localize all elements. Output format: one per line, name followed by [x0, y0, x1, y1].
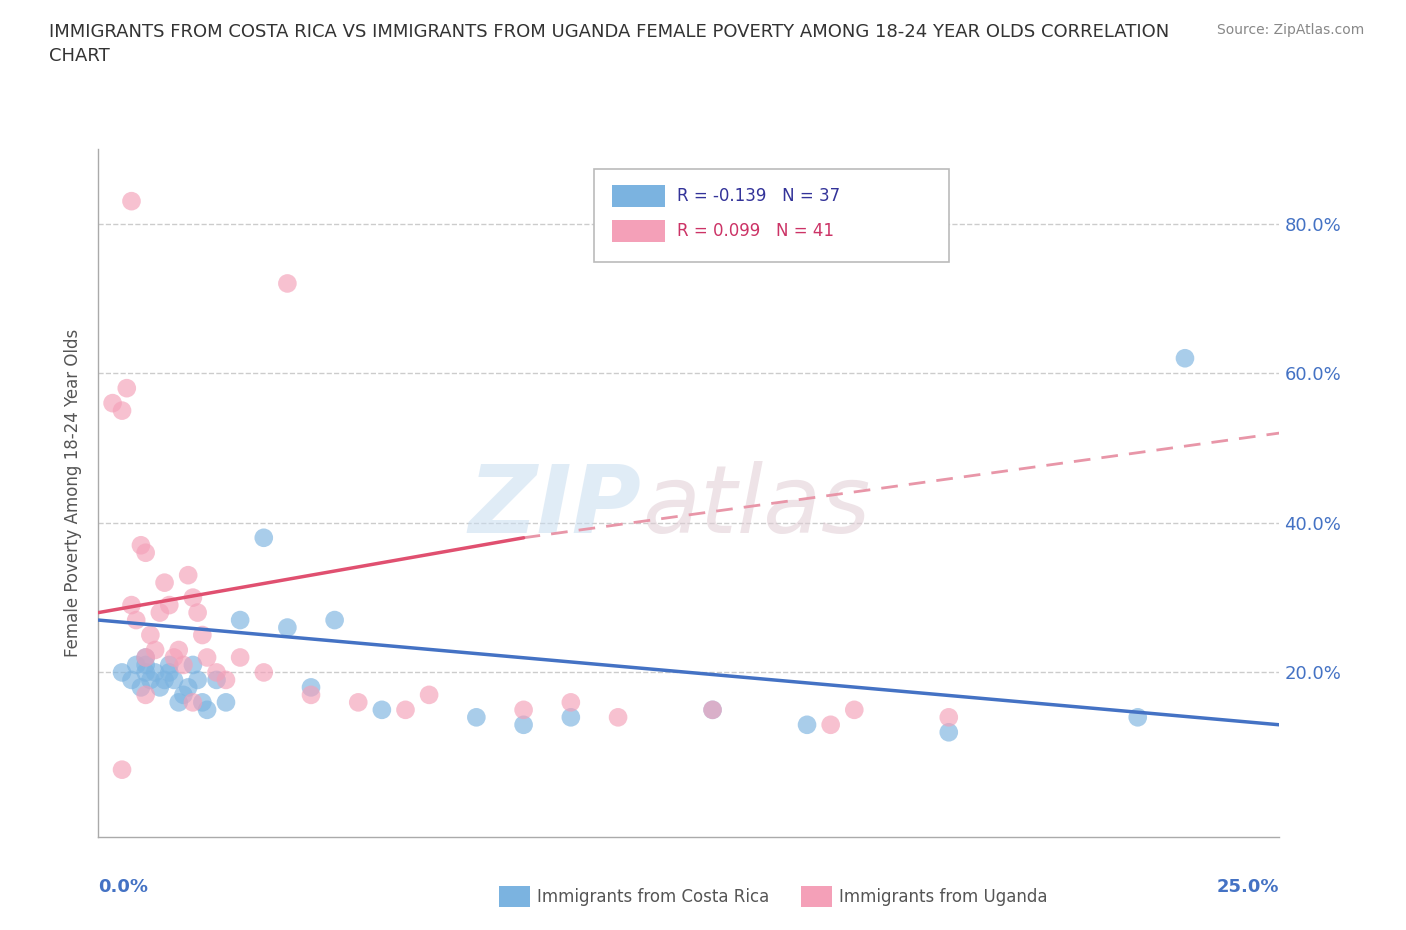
Point: [115, 380, 138, 395]
Point: [135, 545, 157, 560]
Text: Source: ZipAtlas.com: Source: ZipAtlas.com: [1216, 23, 1364, 37]
Point: [101, 395, 124, 410]
Point: [167, 643, 190, 658]
Point: [253, 665, 276, 680]
Point: [111, 665, 134, 680]
Text: atlas: atlas: [641, 461, 870, 552]
Point: [205, 665, 228, 680]
Point: [135, 650, 157, 665]
Point: [465, 710, 488, 724]
Point: [181, 695, 204, 710]
Point: [143, 643, 166, 658]
Point: [253, 530, 276, 545]
Point: [187, 605, 209, 620]
Point: [418, 687, 440, 702]
Bar: [612, 219, 665, 242]
Point: [177, 567, 200, 582]
Point: [215, 695, 238, 710]
Point: [276, 620, 298, 635]
Point: [276, 276, 298, 291]
Point: [512, 717, 534, 732]
Text: 0.0%: 0.0%: [98, 878, 149, 897]
Point: [121, 598, 143, 613]
Point: [157, 598, 180, 613]
Point: [125, 658, 148, 672]
Point: [299, 687, 322, 702]
Point: [371, 702, 394, 717]
Point: [820, 717, 842, 732]
Text: Immigrants from Costa Rica: Immigrants from Costa Rica: [537, 887, 769, 906]
Point: [135, 687, 157, 702]
Point: [135, 650, 157, 665]
Point: [139, 628, 162, 643]
Point: [607, 710, 630, 724]
Point: [229, 650, 252, 665]
Point: [323, 613, 346, 628]
Point: [195, 650, 218, 665]
Point: [163, 650, 186, 665]
Point: [195, 702, 218, 717]
Point: [177, 680, 200, 695]
Point: [1174, 351, 1197, 365]
Point: [347, 695, 370, 710]
Point: [111, 404, 134, 418]
Point: [299, 680, 322, 695]
Point: [143, 665, 166, 680]
Point: [149, 605, 172, 620]
Text: Immigrants from Uganda: Immigrants from Uganda: [839, 887, 1047, 906]
Point: [205, 672, 228, 687]
Text: ZIP: ZIP: [468, 460, 641, 552]
Point: [135, 665, 157, 680]
Text: R = -0.139   N = 37: R = -0.139 N = 37: [678, 187, 841, 206]
Point: [191, 695, 214, 710]
Point: [560, 695, 582, 710]
Point: [560, 710, 582, 724]
Point: [938, 724, 960, 739]
Bar: [612, 185, 665, 207]
Point: [191, 628, 214, 643]
Point: [111, 763, 134, 777]
Point: [844, 702, 866, 717]
Point: [163, 672, 186, 687]
Point: [129, 680, 152, 695]
FancyBboxPatch shape: [595, 169, 949, 262]
Point: [121, 672, 143, 687]
Point: [153, 672, 176, 687]
Point: [172, 687, 194, 702]
Point: [149, 680, 172, 695]
Point: [229, 613, 252, 628]
Point: [157, 665, 180, 680]
Point: [167, 695, 190, 710]
Point: [1126, 710, 1149, 724]
Point: [938, 710, 960, 724]
Point: [172, 658, 194, 672]
Point: [121, 193, 143, 208]
Point: [135, 658, 157, 672]
Point: [181, 591, 204, 605]
Point: [153, 576, 176, 591]
Point: [125, 613, 148, 628]
Point: [139, 672, 162, 687]
Point: [512, 702, 534, 717]
Point: [702, 702, 724, 717]
Point: [129, 538, 152, 552]
Point: [181, 658, 204, 672]
Text: IMMIGRANTS FROM COSTA RICA VS IMMIGRANTS FROM UGANDA FEMALE POVERTY AMONG 18-24 : IMMIGRANTS FROM COSTA RICA VS IMMIGRANTS…: [49, 23, 1170, 65]
Point: [796, 717, 818, 732]
Text: R = 0.099   N = 41: R = 0.099 N = 41: [678, 221, 834, 240]
Point: [394, 702, 416, 717]
Point: [702, 702, 724, 717]
Point: [215, 672, 238, 687]
Text: 25.0%: 25.0%: [1218, 878, 1279, 897]
Point: [187, 672, 209, 687]
Y-axis label: Female Poverty Among 18-24 Year Olds: Female Poverty Among 18-24 Year Olds: [65, 329, 83, 657]
Point: [157, 658, 180, 672]
